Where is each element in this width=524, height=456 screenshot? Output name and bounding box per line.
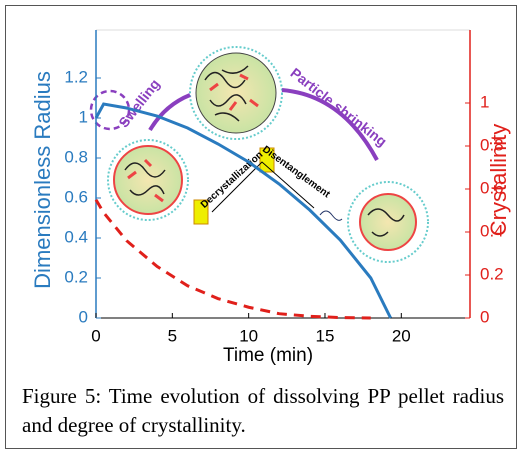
y-tick-label: 0.4	[64, 227, 88, 246]
x-tick-label: 0	[91, 326, 100, 345]
y-tick-label: 0.6	[64, 187, 88, 206]
x-tick-label: 20	[392, 326, 411, 345]
y-axis-title: Dimensionless Radius	[30, 71, 55, 289]
x-tick-label: 15	[316, 326, 335, 345]
y2-tick-label: 1	[480, 92, 489, 111]
y-tick-label: 1	[79, 107, 88, 126]
y2-tick-label: 0.4	[480, 221, 504, 240]
y2-tick-label: 0	[480, 307, 489, 326]
y-tick-label: 0	[79, 307, 88, 326]
y2-tick-label: 0.6	[480, 178, 504, 197]
y-tick-label: 1.2	[64, 67, 88, 86]
annotation: Decrystallization	[199, 149, 265, 210]
y-tick-label: 0.2	[64, 267, 88, 286]
y-tick-label: 0.8	[64, 147, 88, 166]
y2-tick-label: 0.2	[480, 264, 504, 283]
x-tick-label: 10	[239, 326, 258, 345]
y2-tick-label: 0.8	[480, 135, 504, 154]
annotation: Particle shrinking	[288, 65, 390, 150]
chart: Time (min) Dimensionless Radius Crystall…	[0, 0, 524, 380]
caption: Figure 5: Time evolution of dissolving P…	[22, 382, 504, 440]
x-tick-label: 5	[168, 326, 177, 345]
page: Time (min) Dimensionless Radius Crystall…	[0, 0, 524, 456]
x-axis-title: Time (min)	[223, 345, 313, 366]
